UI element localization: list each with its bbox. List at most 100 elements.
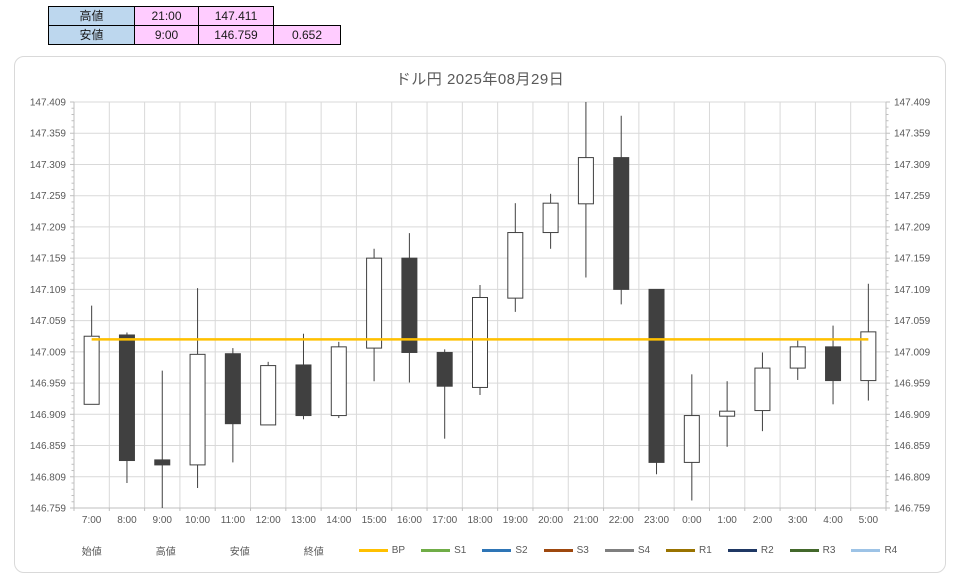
candle-body [330,346,347,417]
x-axis-label: 18:00 [467,515,492,526]
legend-line-swatch [851,548,881,552]
x-axis-label: 23:00 [644,515,669,526]
legend-label: BP [391,544,406,556]
legend-line-swatch [421,548,451,552]
x-axis-label: 17:00 [432,515,457,526]
x-axis-label: 1:00 [717,515,737,526]
legend-line-swatch [666,548,696,552]
x-axis-label: 8:00 [117,515,137,526]
y-axis-label-right: 146.909 [894,410,931,421]
x-axis-label: 5:00 [859,515,879,526]
legend-item-BP: BP [358,544,406,556]
low-label-cell: 安値 [48,25,135,45]
legend-item-R1: R1 [666,545,712,556]
legend-item-S3: S3 [543,544,589,556]
x-axis-label: 19:00 [503,515,528,526]
legend-item-高値: 高値 [155,546,176,558]
y-axis-label-left: 147.209 [30,222,67,233]
candle-body [401,257,418,353]
candlestick-chart: ドル円 2025年08月29日 146.759 146.759 146.809 146… [14,56,946,573]
y-axis-label-left: 147.409 [30,98,67,109]
low-price-cell: 146.759 [198,25,274,45]
x-axis-label: 0:00 [682,515,702,526]
legend-label: R1 [699,544,712,556]
y-axis-label-left: 147.059 [30,316,67,327]
y-axis-label-right: 147.309 [894,160,931,171]
x-axis-label: 20:00 [538,515,563,526]
chart-legend: 始値 高値 安値 終値 BP S1 S2 S3 S4 R1 R2 R3 R4 [15,543,945,558]
legend-item-安値: 安値 [229,546,250,558]
candle-body [260,365,277,426]
y-axis-label-left: 147.359 [30,129,67,140]
y-axis-label-right: 147.409 [894,98,931,109]
x-axis-label: 22:00 [609,515,634,526]
candle-body [542,202,559,234]
candle-body [295,364,312,417]
y-axis-label-left: 146.859 [30,441,67,452]
x-axis-label: 21:00 [573,515,598,526]
legend-label: R2 [760,544,774,556]
candle-body [825,346,842,382]
x-axis-label: 7:00 [82,515,102,526]
summary-row-high: 高値 21:00 147.411 [48,6,341,26]
chart-title: ドル円 2025年08月29日 [395,71,565,88]
x-axis-label: 11:00 [221,515,246,526]
x-axis-label: 4:00 [823,515,843,526]
candle-body [436,351,453,387]
x-axis-label: 3:00 [788,515,808,526]
summary-table: 高値 21:00 147.411 安値 9:00 146.759 0.652 [48,6,341,45]
legend-line-swatch [789,548,819,552]
y-axis-label-left: 146.759 [30,504,67,515]
y-axis-label-right: 146.759 [894,504,931,515]
y-axis-label-right: 146.959 [894,379,931,390]
legend-label: S2 [515,544,528,556]
x-axis-label: 12:00 [256,515,281,526]
legend-item-S4: S4 [604,545,650,556]
legend-item-R3: R3 [789,544,836,556]
candle-body [366,257,383,349]
candle-body [189,353,206,466]
y-axis-label-right: 147.059 [894,316,931,327]
low-time-cell: 9:00 [134,25,199,45]
legend-line-swatch [727,548,757,552]
candle-body [754,367,771,412]
candle-body [224,353,241,425]
candle-body [860,331,877,382]
candle-body [719,410,736,417]
y-axis-label-left: 147.009 [30,347,67,358]
legend-label: S3 [576,544,589,556]
legend-item-S2: S2 [482,544,528,556]
legend-label: S1 [454,544,467,556]
legend-item-終値: 終値 [303,546,324,558]
y-axis-label-left: 146.959 [30,379,67,390]
y-axis-label-left: 147.259 [30,191,67,202]
x-axis-label: 16:00 [397,515,422,526]
high-time-cell: 21:00 [134,6,199,26]
legend-line-swatch [482,548,512,552]
y-axis-label-right: 147.259 [894,191,931,202]
legend-line-swatch [604,548,634,552]
x-axis-label: 15:00 [362,515,387,526]
y-axis-label-left: 147.309 [30,160,67,171]
y-axis-label-right: 147.109 [894,285,931,296]
legend-item-R2: R2 [727,544,774,556]
candle-body [154,459,171,466]
legend-line-swatch [543,548,573,552]
legend-item-S1: S1 [421,545,466,556]
legend-label: R3 [822,544,836,556]
candle-body [683,415,700,463]
x-axis-label: 2:00 [753,515,773,526]
candle-body [789,346,806,369]
y-axis-label-left: 147.109 [30,285,67,296]
x-axis-label: 14:00 [326,515,351,526]
candle-body [613,157,630,290]
candle-body [507,232,524,299]
summary-row-low: 安値 9:00 146.759 0.652 [48,25,341,45]
y-axis-label-left: 146.809 [30,472,67,483]
legend-line-swatch [358,548,388,552]
candle-body [472,297,488,388]
candle-body [577,157,594,205]
x-axis-label: 9:00 [153,515,173,526]
legend-item-R4: R4 [851,545,897,556]
y-axis-label-right: 147.159 [894,254,931,265]
